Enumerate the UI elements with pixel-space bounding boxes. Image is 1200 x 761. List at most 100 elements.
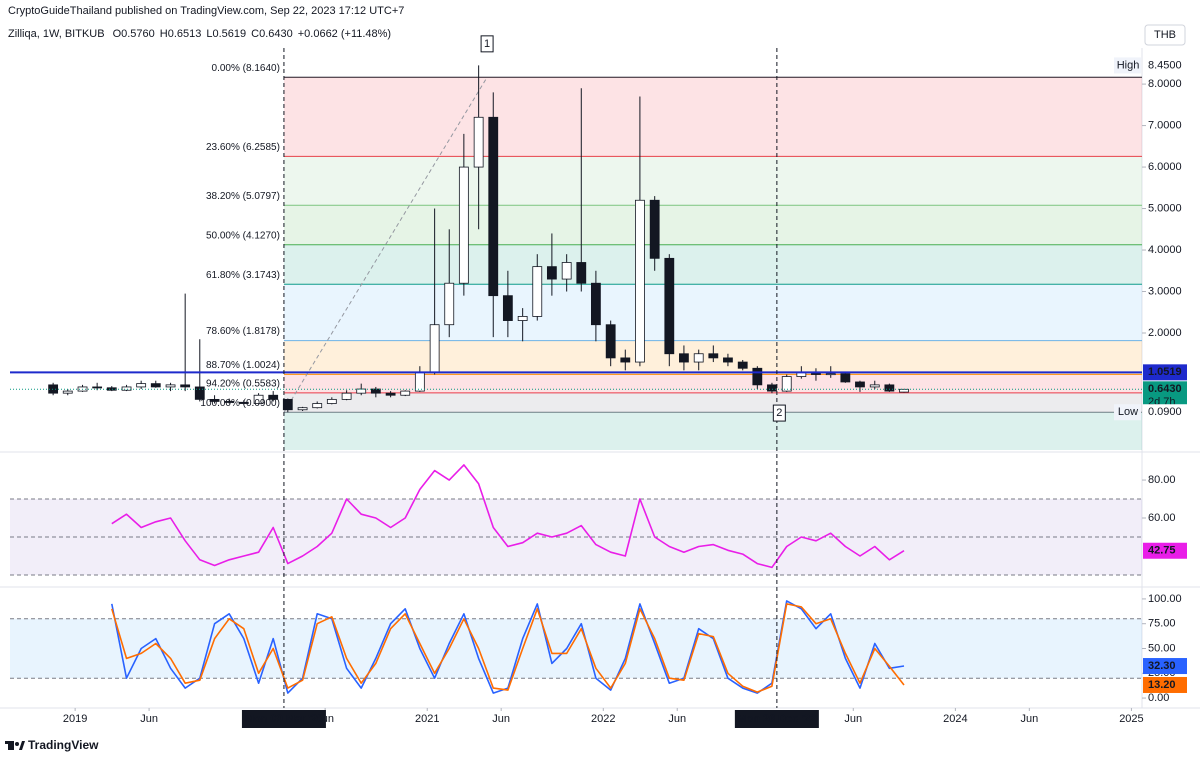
vertical-line-label-box <box>734 710 819 728</box>
fib-trend-line <box>283 77 488 413</box>
candle-body <box>458 166 469 284</box>
annotation-box <box>480 35 494 53</box>
axis-marker-label: 8.4500 <box>1148 59 1182 71</box>
publisher: CryptoGuideThailand published on Trading… <box>8 5 404 17</box>
vertical-line-label-box <box>241 710 326 728</box>
fib-zone <box>283 284 1142 341</box>
ohlc-value: O0.5760 <box>113 28 155 40</box>
axis-marker-tag: Low <box>1118 406 1138 418</box>
axis-marker-label: 32.30 <box>1148 660 1176 672</box>
overlay-layer: 8.0000 7.0000 6.0000 5.0000 4.0000 3.0000 2.00… <box>200 35 1187 728</box>
fib-label: 50.00% (4.1270) <box>206 230 280 241</box>
logo-mark <box>19 741 25 750</box>
candle-body <box>341 392 352 400</box>
x-tick-label: 2021 <box>415 713 439 725</box>
y-tick-label: 7.0000 <box>1148 119 1182 131</box>
fib-label: 38.20% (5.0797) <box>206 191 280 202</box>
background-layer: 2019JunJun2021Jun2022JunJun2024Jun2025 <box>10 76 1146 725</box>
axis-marker-box <box>1143 57 1187 74</box>
candle-body <box>576 262 587 284</box>
indicator-line <box>111 603 905 693</box>
candle-body <box>635 199 645 363</box>
ohlc-value: C0.6430 <box>251 28 293 40</box>
fib-zone <box>283 77 1142 157</box>
fib-zone <box>283 156 1142 206</box>
fib-zone <box>283 374 1142 393</box>
x-tick-label: 2019 <box>63 713 87 725</box>
candle-body <box>546 266 557 280</box>
axis-marker-label: 1.0519 <box>1148 366 1182 378</box>
candle-body <box>590 282 601 326</box>
candle-body <box>840 373 851 383</box>
x-tick-label: 2024 <box>943 713 967 725</box>
candle-body <box>385 392 396 396</box>
annotation-label: 2 <box>776 407 782 419</box>
y-tick-label: 4.0000 <box>1148 244 1182 256</box>
fib-label: 23.60% (6.2585) <box>206 142 280 153</box>
fib-label: 61.80% (3.1743) <box>206 270 280 281</box>
axis-marker-label: 0.0900 <box>1148 406 1182 418</box>
candle-body <box>752 367 763 386</box>
logo <box>5 741 25 750</box>
logo-mark <box>5 741 11 744</box>
candle-body <box>92 386 103 389</box>
ohlc-value: +0.0662 (+11.48%) <box>298 28 391 40</box>
annotation-label: 1 <box>484 38 490 50</box>
fib-extension-zone <box>283 412 1142 450</box>
fib-label: 0.00% (8.1640) <box>212 63 280 74</box>
currency[interactable]: THB <box>1154 29 1176 41</box>
candle-body <box>869 384 880 388</box>
candle-body <box>708 353 719 359</box>
candle-body <box>444 282 455 326</box>
candle-body <box>517 316 528 321</box>
x-tick-label: Jun <box>1020 713 1038 725</box>
axis-marker-tag-box <box>1114 57 1141 74</box>
fib-zone <box>283 244 1142 285</box>
fib-label: 100.00% (0.0900) <box>200 398 280 409</box>
y-tick-label: 6.0000 <box>1148 161 1182 173</box>
candle-body <box>723 357 733 363</box>
candle-body <box>48 384 59 394</box>
fib-label: 88.70% (1.0024) <box>206 360 280 371</box>
y-tick-label: 2.0000 <box>1148 327 1182 339</box>
band-fill <box>10 618 1142 679</box>
candle-body <box>502 295 513 321</box>
x-tick-label: Jun <box>668 713 686 725</box>
candle-body <box>679 353 689 363</box>
candle-body <box>781 376 792 392</box>
candle-body <box>899 388 909 393</box>
axis-marker-box <box>1143 542 1187 559</box>
candle-body <box>414 372 425 392</box>
candle-body <box>224 401 235 403</box>
y-tick-label: 100.00 <box>1148 593 1182 605</box>
candle-body <box>180 384 191 388</box>
candle-body <box>429 324 440 373</box>
candle-body <box>561 262 572 280</box>
axis-marker-tag: High <box>1117 59 1140 71</box>
candle-body <box>326 398 337 404</box>
x-tick-label: Jun <box>140 713 158 725</box>
y-tick-label: 8.0000 <box>1148 78 1182 90</box>
candle-body <box>209 398 220 402</box>
candle-body <box>884 384 895 392</box>
y-tick-label: 60.00 <box>1148 512 1176 524</box>
footer-brand: TradingView <box>28 738 99 752</box>
candle-body <box>62 390 73 394</box>
ohlc-value: L0.5619 <box>206 28 246 40</box>
candle-body <box>400 390 411 396</box>
plot-layer <box>10 65 1142 694</box>
axis-marker-tag-box <box>1114 404 1141 421</box>
candle-body <box>737 361 748 369</box>
y-tick-label: 50.00 <box>1148 642 1176 654</box>
currency-box[interactable] <box>1144 24 1186 46</box>
y-tick-label: 3.0000 <box>1148 285 1182 297</box>
candle-body <box>165 384 176 388</box>
band-fill <box>10 499 1142 575</box>
vertical-line-label: Mon 09 Mar '20 <box>245 713 323 725</box>
candle-body <box>825 373 836 376</box>
fib-label: 94.20% (0.5583) <box>206 378 280 389</box>
candle-body <box>282 398 293 411</box>
candle-body <box>253 394 264 404</box>
fib-label: 78.60% (1.8178) <box>206 326 280 337</box>
